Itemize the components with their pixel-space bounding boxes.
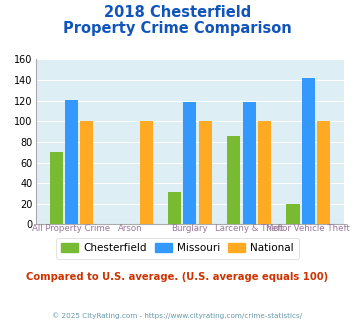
Bar: [65, 100, 78, 224]
Text: Burglary: Burglary: [171, 224, 208, 233]
Bar: [227, 136, 240, 224]
Bar: [286, 204, 300, 224]
Text: © 2025 CityRating.com - https://www.cityrating.com/crime-statistics/: © 2025 CityRating.com - https://www.city…: [53, 312, 302, 318]
Text: All Property Crime: All Property Crime: [32, 224, 110, 233]
Bar: [243, 102, 256, 224]
Bar: [302, 78, 315, 224]
Text: Larceny & Theft: Larceny & Theft: [215, 224, 284, 233]
Bar: [140, 121, 153, 224]
Bar: [258, 121, 271, 224]
Bar: [80, 121, 93, 224]
Text: Property Crime Comparison: Property Crime Comparison: [63, 21, 292, 36]
Bar: [199, 121, 212, 224]
Legend: Chesterfield, Missouri, National: Chesterfield, Missouri, National: [56, 238, 299, 258]
Bar: [317, 121, 330, 224]
Bar: [50, 152, 62, 224]
Text: 2018 Chesterfield: 2018 Chesterfield: [104, 5, 251, 20]
Text: Arson: Arson: [118, 224, 143, 233]
Bar: [168, 192, 181, 224]
Text: Compared to U.S. average. (U.S. average equals 100): Compared to U.S. average. (U.S. average …: [26, 272, 329, 282]
Text: Motor Vehicle Theft: Motor Vehicle Theft: [267, 224, 350, 233]
Bar: [184, 102, 196, 224]
